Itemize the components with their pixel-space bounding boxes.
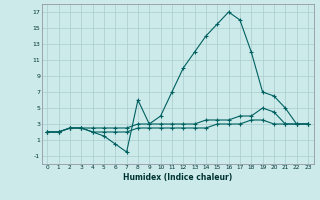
- X-axis label: Humidex (Indice chaleur): Humidex (Indice chaleur): [123, 173, 232, 182]
